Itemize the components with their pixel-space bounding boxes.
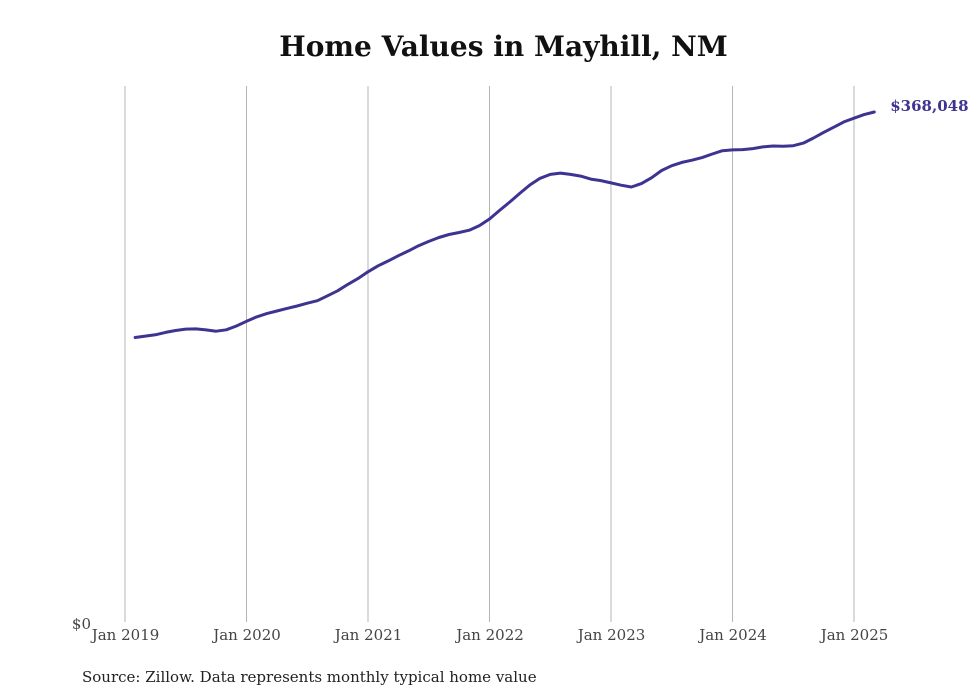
x-tick-label: Jan 2025 <box>819 626 889 644</box>
chart-title: Home Values in Mayhill, NM <box>279 30 728 63</box>
x-tick-label: Jan 2021 <box>333 626 403 644</box>
source-note: Source: Zillow. Data represents monthly … <box>82 668 537 686</box>
x-tick-label: Jan 2023 <box>576 626 646 644</box>
series-line <box>133 110 876 339</box>
gridlines <box>124 86 855 622</box>
x-tick-label: Jan 2020 <box>211 626 281 644</box>
y-tick-label: $0 <box>72 615 91 633</box>
end-value-label: $368,048 <box>890 97 968 115</box>
x-tick-label: Jan 2022 <box>454 626 524 644</box>
x-axis-ticks: Jan 2019 Jan 2020 Jan 2021 Jan 2022 Jan 2023… <box>90 626 889 644</box>
x-tick-label: Jan 2019 <box>90 626 160 644</box>
x-tick-label: Jan 2024 <box>697 626 767 644</box>
